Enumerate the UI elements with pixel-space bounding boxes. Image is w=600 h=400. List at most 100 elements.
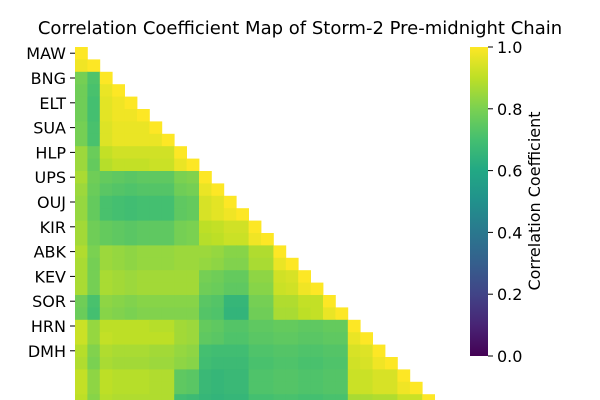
- heatmap-cell: [87, 394, 101, 400]
- heatmap-cell: [161, 394, 175, 400]
- heatmap-cell: [323, 381, 336, 395]
- heatmap-cell: [149, 233, 163, 246]
- heatmap-cell: [248, 270, 262, 283]
- heatmap-cell: [372, 369, 386, 383]
- heatmap-cell: [199, 295, 212, 308]
- heatmap-cell: [360, 394, 373, 400]
- heatmap-cell: [112, 282, 125, 296]
- heatmap-cell: [347, 344, 361, 358]
- heatmap-cell: [285, 344, 299, 358]
- heatmap-cell: [223, 307, 237, 321]
- colorbar-gradient: [470, 47, 488, 356]
- heatmap-cell: [236, 220, 249, 234]
- heatmap-cell: [174, 270, 187, 283]
- heatmap-cell: [124, 96, 138, 110]
- heatmap-cell: [298, 307, 311, 321]
- heatmap-cell: [137, 369, 150, 383]
- heatmap-cell: [87, 233, 101, 246]
- heatmap-cell: [161, 208, 175, 221]
- heatmap-cell: [124, 109, 138, 122]
- heatmap-cell: [261, 381, 274, 395]
- heatmap-cell: [199, 171, 212, 184]
- heatmap-cell: [285, 257, 299, 271]
- heatmap-cell: [99, 171, 113, 184]
- heatmap-cell: [186, 295, 200, 308]
- heatmap-cell: [149, 319, 163, 333]
- heatmap-cell: [75, 307, 88, 321]
- heatmap-cell: [161, 344, 175, 358]
- heatmap-cell: [422, 394, 435, 400]
- heatmap-cell: [75, 332, 88, 345]
- heatmap-cell: [174, 295, 187, 308]
- heatmap-cell: [174, 319, 187, 333]
- y-tick-label: UPS: [34, 168, 66, 187]
- heatmap-cell: [112, 96, 125, 110]
- heatmap-cell: [211, 394, 225, 400]
- heatmap-cell: [112, 109, 125, 122]
- colorbar-tick-label: 0.0: [497, 347, 522, 366]
- heatmap-cell: [124, 282, 138, 296]
- heatmap-cell: [87, 96, 101, 110]
- heatmap-cell: [273, 332, 287, 345]
- heatmap-cell: [248, 319, 262, 333]
- heatmap-cell: [149, 270, 163, 283]
- heatmap-cell: [149, 220, 163, 234]
- heatmap-cell: [199, 233, 212, 246]
- heatmap-cell: [223, 195, 237, 209]
- heatmap-cell: [174, 369, 187, 383]
- heatmap-cell: [75, 233, 88, 246]
- heatmap-cell: [285, 307, 299, 321]
- heatmap-cell: [137, 183, 150, 197]
- heatmap-cell: [385, 369, 398, 383]
- heatmap-cell: [248, 282, 262, 296]
- heatmap-cell: [87, 171, 101, 184]
- heatmap-cell: [137, 146, 150, 159]
- heatmap-cell: [186, 381, 200, 395]
- heatmap-cell: [174, 344, 187, 358]
- heatmap-cell: [298, 394, 311, 400]
- heatmap-cell: [137, 208, 150, 221]
- chart-title: Correlation Coefficient Map of Storm-2 P…: [38, 18, 562, 39]
- heatmap-cell: [236, 369, 249, 383]
- heatmap-cell: [397, 369, 411, 383]
- heatmap-cell: [199, 357, 212, 370]
- heatmap-cell: [223, 332, 237, 345]
- heatmap-cell: [273, 295, 287, 308]
- y-tick-label: ELT: [39, 94, 66, 113]
- heatmap-cell: [161, 133, 175, 147]
- heatmap-cell: [385, 357, 398, 370]
- heatmap-cell: [75, 171, 88, 184]
- heatmap-cell: [335, 319, 349, 333]
- heatmap-cell: [261, 344, 274, 358]
- heatmap-cell: [137, 295, 150, 308]
- heatmap-cell: [124, 121, 138, 135]
- heatmap-cell: [124, 369, 138, 383]
- colorbar-tick-label: 0.2: [497, 285, 522, 304]
- heatmap-cell: [99, 319, 113, 333]
- heatmap-cell: [75, 257, 88, 271]
- heatmap-cell: [87, 282, 101, 296]
- y-tick-label: SUA: [33, 119, 66, 138]
- heatmap-cell: [124, 344, 138, 358]
- heatmap-cell: [409, 381, 423, 395]
- colorbar-tick-label: 1.0: [497, 38, 522, 57]
- heatmap-cell: [75, 121, 88, 135]
- heatmap-cell: [137, 257, 150, 271]
- heatmap-cell: [99, 332, 113, 345]
- heatmap-cell: [112, 233, 125, 246]
- heatmap-cell: [261, 319, 274, 333]
- y-tick-label: BNG: [31, 69, 66, 88]
- heatmap-cell: [285, 295, 299, 308]
- heatmap-cell: [75, 357, 88, 370]
- heatmap-cell: [211, 270, 225, 283]
- heatmap-cell: [99, 381, 113, 395]
- heatmap-cell: [335, 357, 349, 370]
- heatmap-cell: [186, 344, 200, 358]
- heatmap-cell: [112, 121, 125, 135]
- heatmap-cell: [161, 357, 175, 370]
- heatmap-cell: [99, 307, 113, 321]
- heatmap-cell: [161, 171, 175, 184]
- heatmap-cell: [124, 257, 138, 271]
- heatmap-cell: [75, 71, 88, 85]
